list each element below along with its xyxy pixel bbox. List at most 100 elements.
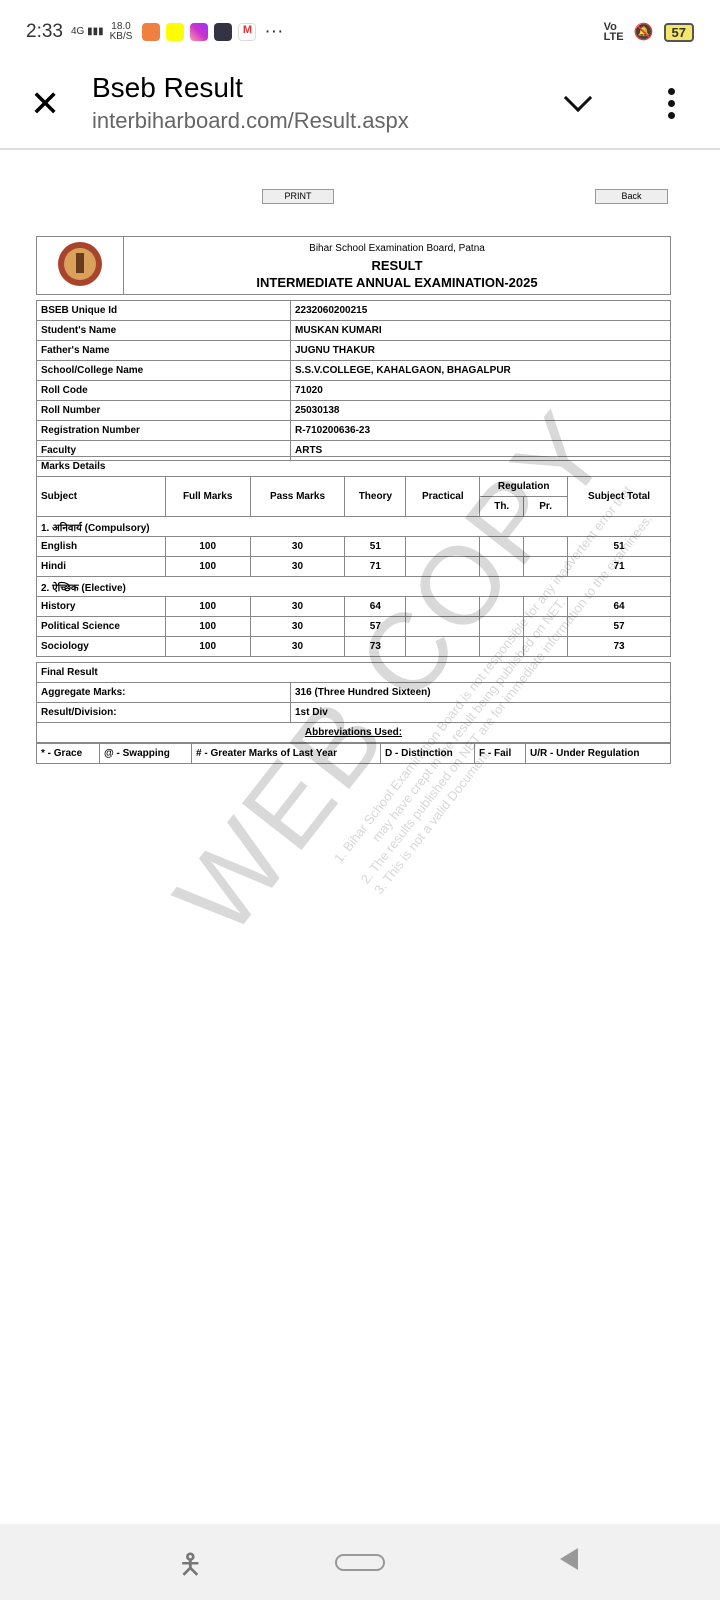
division-label: Result/Division: bbox=[36, 702, 291, 723]
info-row: Roll Code 71020 bbox=[36, 380, 671, 401]
close-icon[interactable]: ✕ bbox=[30, 83, 61, 124]
pr-cell bbox=[523, 536, 569, 557]
abbr-item: # - Greater Marks of Last Year bbox=[191, 743, 381, 764]
network-speed: 18.0 KB/S bbox=[110, 22, 133, 42]
info-label: BSEB Unique Id bbox=[36, 300, 291, 321]
instagram-icon bbox=[190, 23, 209, 41]
col-practical: Practical bbox=[405, 476, 481, 517]
full-cell: 100 bbox=[164, 536, 251, 557]
browser-toolbar: ✕ Bseb Result interbiharboard.com/Result… bbox=[0, 64, 720, 150]
th-cell bbox=[479, 636, 525, 657]
print-button[interactable]: PRINT bbox=[262, 189, 334, 204]
clock: 2:33 bbox=[26, 21, 63, 42]
abbr-item: U/R - Under Regulation bbox=[525, 743, 671, 764]
marks-table: Marks Details Subject Full Marks Pass Ma… bbox=[36, 456, 671, 657]
pr-cell bbox=[523, 596, 569, 617]
subject-name: Hindi bbox=[36, 556, 166, 577]
info-row: School/College Name S.S.V.COLLEGE, KAHALG… bbox=[36, 360, 671, 381]
pass-cell: 30 bbox=[249, 536, 346, 557]
theory-cell: 57 bbox=[344, 616, 407, 637]
page-url[interactable]: interbiharboard.com/Result.aspx bbox=[92, 108, 409, 133]
total-cell: 51 bbox=[567, 536, 671, 557]
subject-group-title: 1. अनिवार्य (Compulsory) bbox=[36, 516, 671, 537]
col-reg-th: Th. bbox=[479, 496, 525, 517]
snapchat-icon bbox=[166, 23, 185, 41]
col-full-marks: Full Marks bbox=[164, 476, 251, 517]
home-button[interactable] bbox=[335, 1554, 385, 1571]
info-value: 2232060200215 bbox=[290, 300, 671, 321]
subject-group-title: 2. ऐच्छिक (Elective) bbox=[36, 576, 671, 597]
result-header: Bihar School Examination Board, Patna RE… bbox=[36, 236, 671, 295]
info-label: Roll Number bbox=[36, 400, 291, 421]
info-row: Father's Name JUGNU THAKUR bbox=[36, 340, 671, 361]
col-regulation: Regulation bbox=[479, 476, 569, 497]
info-value: MUSKAN KUMARI bbox=[290, 320, 671, 341]
page-title: Bseb Result bbox=[92, 72, 243, 103]
total-cell: 73 bbox=[567, 636, 671, 657]
abbr-item: @ - Swapping bbox=[99, 743, 192, 764]
speed-unit: KB/S bbox=[109, 31, 133, 42]
back-nav-icon[interactable] bbox=[560, 1548, 578, 1570]
abbr-item: D - Distinction bbox=[380, 743, 475, 764]
gmail-icon: M bbox=[238, 23, 257, 41]
practical-cell bbox=[405, 596, 481, 617]
info-row: Roll Number 25030138 bbox=[36, 400, 671, 421]
abbreviations-title: Abbreviations Used: bbox=[36, 722, 671, 743]
info-row: Registration Number R-710200636-23 bbox=[36, 420, 671, 441]
marks-details-title: Marks Details bbox=[36, 456, 671, 477]
info-label: Roll Code bbox=[36, 380, 291, 401]
info-value: R-710200636-23 bbox=[290, 420, 671, 441]
pr-cell bbox=[523, 636, 569, 657]
subject-name: Political Science bbox=[36, 616, 166, 637]
aggregate-value: 316 (Three Hundred Sixteen) bbox=[290, 682, 671, 703]
total-cell: 57 bbox=[567, 616, 671, 637]
col-subject: Subject bbox=[36, 476, 166, 517]
theory-cell: 64 bbox=[344, 596, 407, 617]
info-label: School/College Name bbox=[36, 360, 291, 381]
info-row: Student's Name MUSKAN KUMARI bbox=[36, 320, 671, 341]
exam-name: INTERMEDIATE ANNUAL EXAMINATION-2025 bbox=[256, 275, 538, 290]
back-button[interactable]: Back bbox=[595, 189, 668, 204]
app-notification-icon bbox=[214, 23, 233, 41]
chevron-down-icon[interactable] bbox=[563, 83, 593, 113]
pass-cell: 30 bbox=[249, 596, 346, 617]
info-value: 25030138 bbox=[290, 400, 671, 421]
full-cell: 100 bbox=[164, 636, 251, 657]
practical-cell bbox=[405, 536, 481, 557]
division-value: 1st Div bbox=[290, 702, 671, 723]
subject-name: Sociology bbox=[36, 636, 166, 657]
more-options-icon[interactable] bbox=[668, 88, 676, 124]
full-cell: 100 bbox=[164, 556, 251, 577]
accessibility-icon[interactable]: 🯅 bbox=[178, 1549, 203, 1580]
pass-cell: 30 bbox=[249, 556, 346, 577]
th-cell bbox=[479, 536, 525, 557]
student-info-table: BSEB Unique Id 2232060200215 Student's Nam… bbox=[36, 300, 671, 461]
status-bar: 2:33 4G ▮▮▮ 18.0 KB/S M ··· Vo LTE 🔕 57 bbox=[0, 0, 720, 64]
board-name: Bihar School Examination Board, Patna bbox=[309, 243, 485, 254]
pass-cell: 30 bbox=[249, 616, 346, 637]
abbr-item: * - Grace bbox=[36, 743, 100, 764]
result-heading: RESULT bbox=[371, 258, 423, 273]
signal-icon: 4G ▮▮▮ bbox=[70, 26, 104, 37]
more-notifications-icon: ··· bbox=[264, 21, 284, 42]
info-value: JUGNU THAKUR bbox=[290, 340, 671, 361]
info-value: 71020 bbox=[290, 380, 671, 401]
th-cell bbox=[479, 556, 525, 577]
subject-name: English bbox=[36, 536, 166, 557]
pr-cell bbox=[523, 556, 569, 577]
theory-cell: 73 bbox=[344, 636, 407, 657]
aggregate-label: Aggregate Marks: bbox=[36, 682, 291, 703]
mute-icon: 🔕 bbox=[633, 24, 654, 41]
col-theory: Theory bbox=[344, 476, 407, 517]
final-result-table: Final Result Aggregate Marks: 316 (Three … bbox=[36, 662, 671, 764]
volte-icon: Vo LTE bbox=[603, 21, 624, 43]
subject-row: Political Science 100 30 57 57 bbox=[36, 616, 671, 637]
subject-row: Sociology 100 30 73 73 bbox=[36, 636, 671, 657]
practical-cell bbox=[405, 616, 481, 637]
final-result-title: Final Result bbox=[36, 662, 671, 683]
total-cell: 71 bbox=[567, 556, 671, 577]
theory-cell: 71 bbox=[344, 556, 407, 577]
battery-icon: 57 bbox=[663, 22, 694, 42]
th-cell bbox=[479, 616, 525, 637]
practical-cell bbox=[405, 636, 481, 657]
